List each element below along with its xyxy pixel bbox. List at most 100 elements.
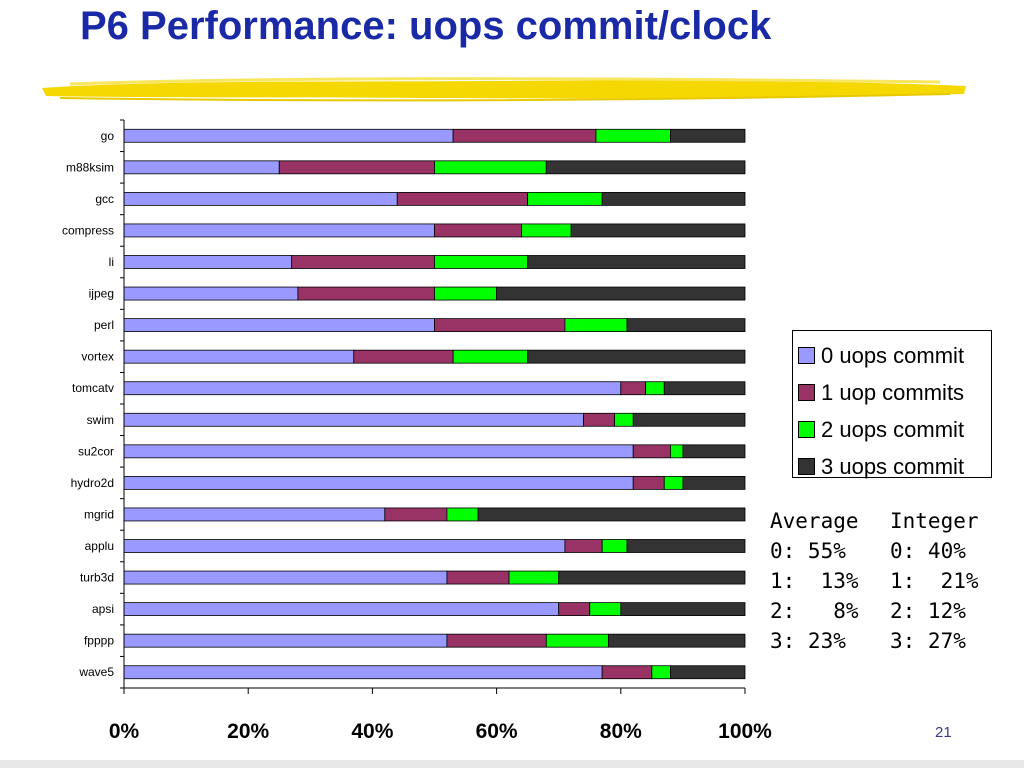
legend-item-1-uop: 1 uop commits — [798, 374, 991, 411]
chart-legend: 0 uops commit 1 uop commits 2 uops commi… — [792, 330, 992, 479]
bar-segment — [123, 349, 355, 364]
footer-rule — [0, 760, 1024, 768]
bar-segment — [123, 255, 293, 269]
stats-header-integer: Integer — [890, 509, 979, 533]
bar-segment — [601, 191, 746, 206]
category-label: wave5 — [78, 665, 114, 679]
bar-segment — [123, 381, 622, 396]
bar-segment — [434, 160, 547, 175]
bar-segment — [123, 318, 435, 333]
bar-segment — [384, 507, 448, 522]
x-tick-label: 80% — [600, 720, 642, 743]
stats-average-value: 2: 8% — [770, 599, 859, 623]
bar-segment — [297, 286, 435, 301]
category-label: hydro2d — [71, 476, 114, 490]
stats-header-average: Average — [770, 509, 859, 533]
average-stats-table: Average Integer 0: 55% 0: 40% 1: 13% 1: … — [770, 506, 979, 656]
category-label: vortex — [81, 350, 114, 364]
legend-swatch-2-uops — [798, 421, 815, 438]
bar-segment — [632, 444, 671, 459]
stats-average-value: 0: 55% — [770, 539, 846, 563]
bar-segment — [601, 665, 653, 680]
bar-segment — [434, 223, 522, 238]
bar-segment — [682, 475, 746, 490]
bar-segment — [123, 665, 603, 680]
bar-segment — [452, 349, 529, 364]
bar-segment — [632, 412, 746, 427]
legend-swatch-3-uops — [798, 458, 815, 475]
title-underline-brushstroke — [42, 77, 966, 102]
category-label: m88ksim — [66, 160, 114, 174]
stats-row: 2: 8% 2: 12% — [770, 596, 979, 626]
stats-average-value: 3: 23% — [770, 629, 846, 653]
bar-segment — [434, 286, 497, 301]
slide-title: P6 Performance: uops commit/clock — [80, 4, 772, 48]
bar-segment — [496, 286, 746, 301]
bar-segment — [123, 475, 634, 490]
legend-label-0-uops: 0 uops commit — [821, 342, 965, 368]
category-label: fpppp — [84, 634, 114, 648]
stats-row: 3: 23% 3: 27% — [770, 626, 979, 656]
legend-label-3-uops: 3 uops commit — [821, 453, 965, 479]
bar-segment — [434, 318, 566, 333]
bar-segment — [620, 602, 746, 617]
stats-row: 1: 13% 1: 21% — [770, 566, 979, 596]
bar-segment — [663, 475, 684, 490]
x-tick-label: 100% — [718, 720, 772, 743]
bar-segment — [545, 633, 609, 648]
bar-segment — [651, 665, 671, 680]
x-tick-label: 20% — [227, 720, 269, 743]
bar-segment — [123, 507, 386, 522]
legend-swatch-1-uop — [798, 384, 815, 401]
category-label: li — [109, 255, 114, 269]
category-label: turb3d — [80, 571, 114, 585]
bar-segment — [123, 191, 398, 206]
page-number: 21 — [935, 724, 952, 741]
bar-segment — [645, 381, 665, 396]
bar-segment — [508, 570, 560, 585]
bar-segment — [670, 444, 684, 459]
bar-segment — [123, 570, 448, 585]
bar-segment — [527, 255, 746, 269]
bar-segment — [123, 633, 448, 648]
bar-segment — [446, 633, 547, 648]
legend-label-1-uop: 1 uop commits — [821, 379, 965, 405]
bar-segment — [589, 602, 622, 617]
bar-segment — [434, 255, 529, 269]
category-label: go — [101, 129, 115, 143]
bar-segment — [601, 539, 628, 553]
stats-integer-value: 0: 40% — [890, 539, 966, 563]
bar-segment — [446, 507, 479, 522]
bar-segment — [123, 223, 435, 238]
category-label: tomcatv — [72, 381, 114, 395]
bar-segment — [663, 381, 746, 396]
bar-segment — [620, 381, 647, 396]
bar-segment — [123, 128, 454, 143]
bar-segment — [123, 539, 566, 553]
category-label: gcc — [95, 192, 114, 206]
category-label: mgrid — [84, 507, 114, 521]
bar-segment — [452, 128, 597, 143]
stats-integer-value: 3: 27% — [890, 629, 966, 653]
category-label: ijpeg — [89, 287, 114, 301]
bar-segment — [626, 539, 746, 553]
stats-average-value: 1: 13% — [770, 569, 859, 593]
bar-segment — [123, 286, 299, 301]
bar-segment — [626, 318, 746, 333]
category-label: compress — [62, 223, 114, 237]
bar-segment — [558, 570, 746, 585]
bar-segment — [123, 602, 560, 617]
category-label: apsi — [92, 602, 114, 616]
bar-segment — [607, 633, 746, 648]
stats-header-row: Average Integer — [770, 506, 979, 536]
bar-segment — [527, 349, 746, 364]
bar-segment — [527, 191, 603, 206]
bar-segment — [682, 444, 746, 459]
stats-row: 0: 55% 0: 40% — [770, 536, 979, 566]
category-label: applu — [85, 539, 114, 553]
bar-segment — [353, 349, 454, 364]
bar-segment — [632, 475, 665, 490]
bar-segment — [670, 665, 746, 680]
x-tick-label: 0% — [109, 720, 140, 743]
